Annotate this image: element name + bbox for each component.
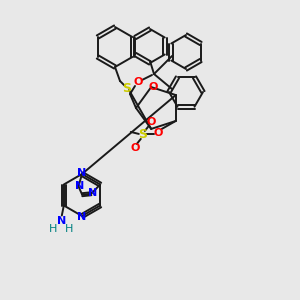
Text: H: H (64, 224, 73, 235)
Text: N: N (57, 215, 66, 226)
Text: O: O (130, 143, 140, 153)
Text: N: N (77, 212, 87, 222)
Text: N: N (77, 168, 87, 178)
Text: N: N (75, 182, 84, 191)
Text: O: O (153, 128, 163, 138)
Text: S: S (138, 128, 147, 141)
Text: H: H (49, 224, 57, 235)
Text: S: S (122, 82, 131, 94)
Text: N: N (88, 188, 97, 198)
Text: O: O (146, 117, 155, 127)
Text: O: O (148, 82, 158, 92)
Text: O: O (133, 77, 143, 87)
